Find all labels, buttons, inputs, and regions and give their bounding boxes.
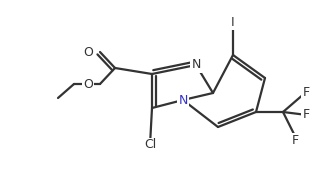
Text: N: N: [191, 58, 201, 71]
Text: N: N: [178, 94, 188, 107]
Text: O: O: [83, 45, 93, 58]
Text: F: F: [302, 87, 310, 100]
Text: Cl: Cl: [144, 139, 156, 152]
Text: I: I: [231, 16, 235, 29]
Text: O: O: [83, 77, 93, 90]
Text: F: F: [302, 109, 310, 122]
Text: F: F: [291, 134, 299, 147]
